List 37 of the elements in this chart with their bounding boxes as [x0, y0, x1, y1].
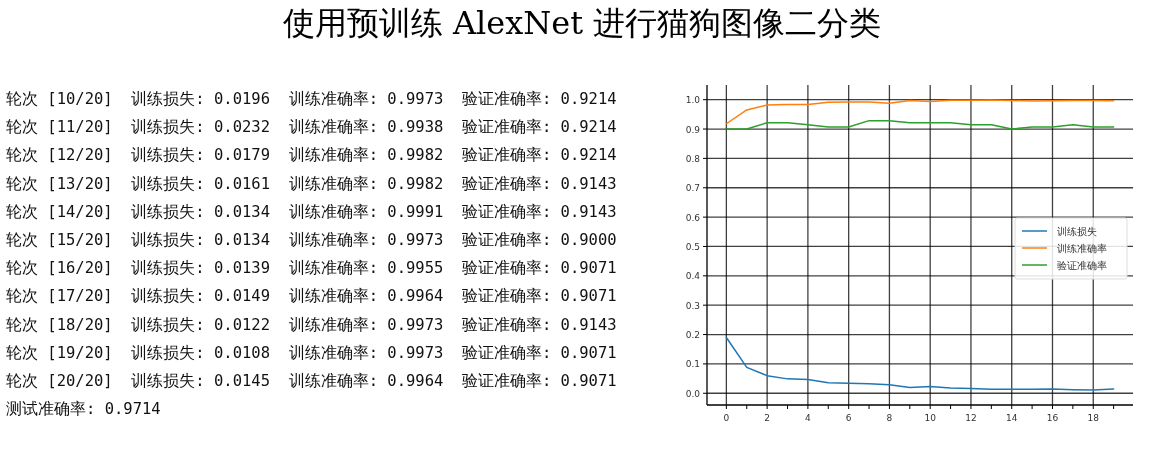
text: 轮次 [19/20] 训练损失: 0.0108 训练准确率: 0.9973 验证准确率: 0.9071 [6, 343, 617, 362]
text: 轮次 [15/20] 训练损失: 0.0134 训练准确率: 0.9973 验证准确率: 0.9000 [6, 231, 617, 249]
y-tick-label: 0.1 [685, 359, 700, 370]
text: 轮次 [14/20] 训练损失: 0.0134 训练准确率: 0.9991 验证准确率: 0.9143 [6, 202, 617, 221]
text: 测试准确率: 0.9714 [6, 400, 161, 419]
y-tick-label: 0.7 [685, 183, 700, 194]
x-tick-label: 2 [764, 413, 770, 423]
y-tick-label: 0.9 [685, 124, 701, 135]
text: 轮次 [11/20] 训练损失: 0.0232 训练准确率: 0.9938 验证准确率: 0.9214 [6, 118, 617, 137]
text: 轮次 [12/20] 训练损失: 0.0179 训练准确率: 0.9982 验证准确率: 0.9214 [6, 146, 617, 165]
y-tick-label: 0.2 [685, 330, 700, 341]
y-tick-label: 0.4 [685, 271, 701, 282]
text: 轮次 [17/20] 训练损失: 0.0149 训练准确率: 0.9964 验证准确率: 0.9071 [6, 287, 617, 306]
y-tick-label: 1.0 [685, 95, 701, 106]
y-tick-label: 0.6 [685, 212, 701, 223]
y-tick-label: 0.0 [685, 388, 701, 399]
text: 轮次 [10/20] 训练损失: 0.0196 训练准确率: 0.9973 验证准确率: 0.9214 [6, 90, 617, 108]
legend-label: 训练损失 [1057, 226, 1097, 237]
text: 轮次 [20/20] 训练损失: 0.0145 训练准确率: 0.9964 验证准确率: 0.9071 [6, 372, 617, 390]
legend-label: 验证准确率 [1057, 260, 1107, 271]
text: 轮次 [13/20] 训练损失: 0.0161 训练准确率: 0.9982 验证准确率: 0.9143 [6, 174, 617, 193]
x-tick-label: 10 [924, 413, 937, 423]
x-tick-label: 0 [723, 413, 730, 423]
x-tick-label: 4 [805, 413, 812, 423]
x-tick-label: 14 [1006, 413, 1018, 423]
x-tick-label: 16 [1046, 413, 1059, 423]
x-tick-label: 18 [1087, 413, 1100, 423]
legend-label: 训练准确率 [1057, 243, 1107, 254]
text: 轮次 [18/20] 训练损失: 0.0122 训练准确率: 0.9973 验证准确率: 0.9143 [6, 315, 617, 334]
y-tick-label: 0.3 [685, 300, 700, 311]
x-tick-label: 12 [965, 413, 977, 423]
x-tick-label: 6 [845, 413, 852, 423]
x-tick-label: 8 [886, 413, 893, 423]
text: 轮次 [16/20] 训练损失: 0.0139 训练准确率: 0.9955 验证准确率: 0.9071 [6, 259, 617, 278]
y-tick-label: 0.8 [685, 153, 701, 164]
y-tick-label: 0.5 [685, 241, 700, 252]
text: 使用预训练 AlexNet 进行猫狗图像二分类 [282, 4, 882, 42]
